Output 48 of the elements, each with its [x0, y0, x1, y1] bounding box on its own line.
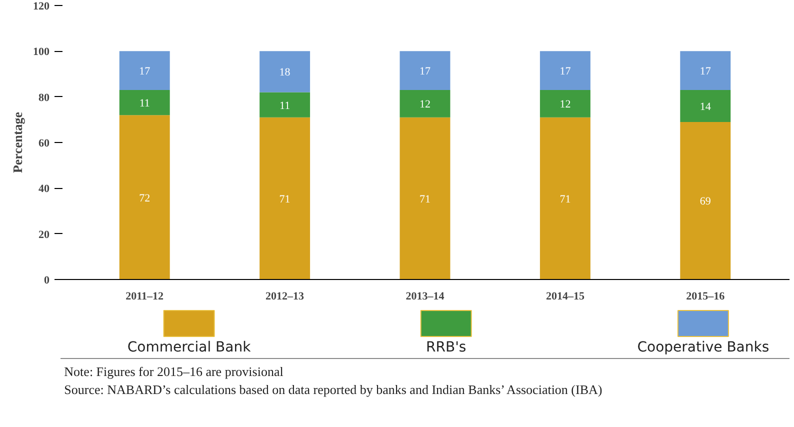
source-note: Source: NABARD’s calculations based on data reported by banks and Indian Banks’ Association (IBA)	[64, 382, 602, 397]
bar	[680, 90, 731, 122]
x-tick-label: 2014–15	[546, 290, 585, 302]
bar	[119, 90, 170, 116]
bar	[540, 51, 590, 90]
x-tick-label: 2011–12	[126, 290, 164, 302]
x-tick-label: 2015–16	[686, 290, 726, 302]
legend-label: RRB's	[426, 340, 466, 356]
data-label: 71	[279, 193, 290, 206]
data-label: 14	[700, 100, 712, 113]
legend-label: Cooperative Banks	[637, 340, 770, 356]
x-tick-label: 2012–13	[266, 290, 305, 302]
legend-label: Commercial Bank	[127, 340, 252, 356]
y-tick-label: 20	[38, 228, 50, 241]
y-tick-label: 0	[44, 274, 50, 286]
data-label: 69	[700, 196, 712, 208]
data-label: 18	[279, 66, 291, 79]
data-label: 17	[700, 66, 712, 78]
bar	[400, 90, 450, 118]
y-tick-label: 40	[38, 183, 50, 196]
data-label: 11	[280, 100, 290, 112]
bar	[540, 90, 590, 118]
bar	[260, 51, 310, 92]
bar	[400, 117, 450, 280]
bar	[400, 51, 450, 90]
y-axis-title: Percentage	[10, 112, 25, 174]
data-label: 12	[560, 98, 571, 111]
data-label: 71	[560, 193, 571, 206]
bar	[119, 51, 170, 90]
text: Note: Figures for 2015–16 are provisional	[64, 364, 284, 379]
bar	[260, 117, 310, 280]
bar	[119, 115, 170, 280]
data-label: 71	[420, 193, 430, 206]
data-label: 17	[139, 66, 151, 78]
data-label: 72	[139, 192, 150, 204]
data-label: 17	[420, 66, 431, 78]
bar	[540, 117, 590, 280]
y-tick-label: 60	[38, 138, 50, 150]
data-label: 11	[139, 98, 150, 110]
y-tick-label: 80	[38, 92, 50, 104]
bar	[680, 51, 731, 90]
data-label: 17	[560, 66, 572, 78]
y-tick-label: 120	[33, 0, 50, 12]
x-tick-label: 2013–14	[406, 290, 445, 302]
bar	[260, 92, 310, 118]
data-label: 12	[420, 98, 430, 111]
bar	[680, 122, 731, 280]
y-tick-label: 100	[33, 46, 50, 58]
